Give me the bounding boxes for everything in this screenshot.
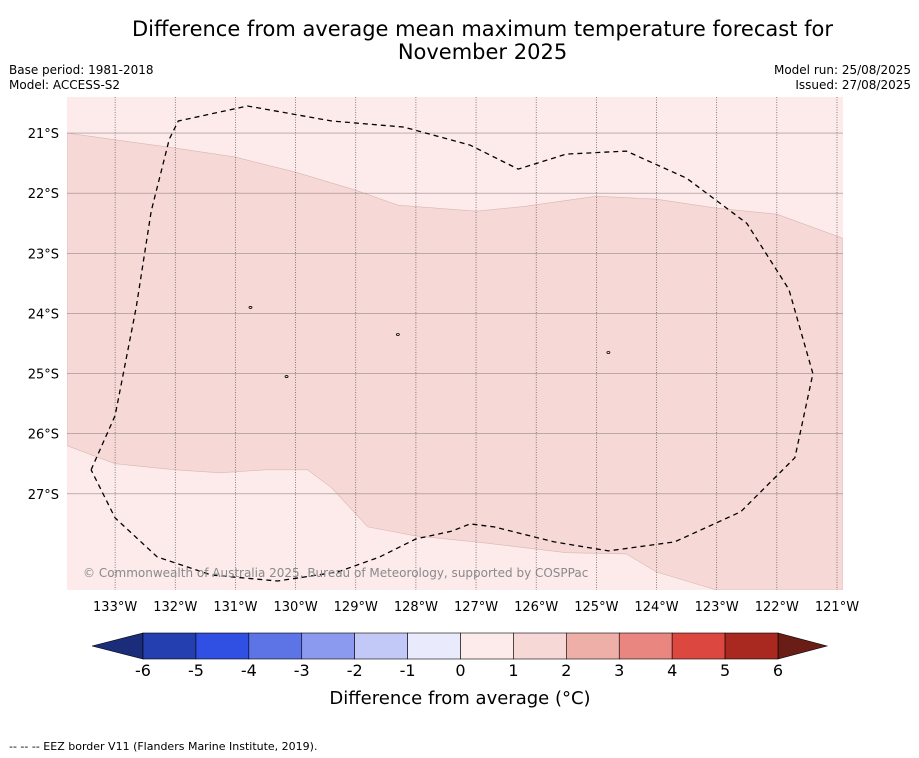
longitude-tick-label: 121°W (815, 600, 859, 615)
colorbar-label: Difference from average (°C) (329, 688, 591, 709)
model-label: Model: ACCESS-S2 (9, 78, 121, 92)
colorbar-under-arrow (91, 632, 144, 660)
colorbar (91, 632, 829, 660)
copyright-notice: © Commonwealth of Australia 2025, Bureau… (83, 566, 588, 580)
colorbar-bin (460, 632, 514, 660)
latitude-tick-label: 26°S (28, 428, 59, 443)
island-marker (395, 333, 400, 336)
colorbar-bin (513, 632, 567, 660)
islands (248, 306, 611, 378)
longitude-tick-label: 126°W (514, 600, 558, 615)
chart-title-line1: Difference from average mean maximum tem… (132, 17, 833, 41)
latitude-tick-label: 21°S (28, 127, 59, 142)
chart-title: Difference from average mean maximum tem… (60, 18, 905, 64)
colorbar-tick-label: 5 (720, 661, 730, 680)
longitude-tick-label: 127°W (454, 600, 498, 615)
issued-label: Issued: 27/08/2025 (795, 78, 911, 92)
longitude-tick-label: 133°W (93, 600, 137, 615)
colorbar-bin (142, 632, 197, 660)
graticule (67, 97, 843, 590)
colorbar-tick-label: 0 (455, 661, 465, 680)
longitude-tick-label: 130°W (274, 600, 318, 615)
colorbar-tick-labels: -6 -5 -4 -3 -2 -1 0 1 2 3 4 5 6 (135, 661, 783, 680)
forecast-info-right: Model run: 25/08/2025 Issued: 27/08/2025 (774, 63, 911, 93)
longitude-tick-label: 131°W (213, 600, 257, 615)
colorbar-bin (724, 632, 779, 660)
latitude-tick-labels: 21°S 22°S 23°S 24°S 25°S 26°S 27°S (28, 127, 59, 503)
colorbar-bin (566, 632, 620, 660)
longitude-tick-label: 129°W (334, 600, 378, 615)
latitude-tick-label: 24°S (28, 307, 59, 322)
latitude-tick-label: 27°S (28, 488, 59, 503)
colorbar-tick-label: 2 (561, 661, 571, 680)
colorbar-tick-label: -2 (347, 661, 363, 680)
model-run-label: Model run: 25/08/2025 (773, 63, 911, 77)
colorbar-tick-label: 3 (614, 661, 624, 680)
longitude-tick-label: 125°W (574, 600, 618, 615)
island-marker (284, 375, 289, 378)
colorbar-tick-label: -3 (294, 661, 310, 680)
eez-legend-note: -- -- -- EEZ border V11 (Flanders Marine… (9, 740, 318, 753)
colorbar-over-arrow (777, 632, 829, 660)
longitude-tick-label: 122°W (755, 600, 799, 615)
anomaly-regions (67, 132, 843, 590)
island-marker (248, 306, 253, 309)
latitude-tick-label: 25°S (28, 368, 59, 383)
base-period-label: Base period: 1981-2018 (9, 63, 154, 77)
longitude-tick-labels: 133°W 132°W 131°W 130°W 129°W 128°W 127°W 126°W… (93, 600, 859, 615)
island-marker (606, 351, 611, 354)
colorbar-tick-label: 6 (773, 661, 783, 680)
anomaly-region-0 (67, 132, 843, 590)
longitude-tick-label: 128°W (394, 600, 438, 615)
colorbar-tick-label: 4 (667, 661, 677, 680)
latitude-tick-label: 23°S (28, 247, 59, 262)
colorbar-bin (407, 632, 461, 660)
colorbar-bin (301, 632, 355, 660)
colorbar-bin (671, 632, 726, 660)
latitude-tick-label: 22°S (28, 187, 59, 202)
colorbar-tick-label: 1 (508, 661, 518, 680)
colorbar-tick-label: -4 (241, 661, 257, 680)
colorbar-bin (354, 632, 408, 660)
colorbar-tick-label: -6 (135, 661, 151, 680)
colorbar-bin (195, 632, 250, 660)
colorbar-tick-label: -1 (400, 661, 416, 680)
chart-title-line2: November 2025 (397, 40, 568, 64)
longitude-tick-label: 124°W (634, 600, 678, 615)
forecast-map: © Commonwealth of Australia 2025, Bureau… (28, 97, 859, 680)
colorbar-tick-label: -5 (188, 661, 204, 680)
colorbar-bin (618, 632, 673, 660)
forecast-info-left: Base period: 1981-2018 Model: ACCESS-S2 (9, 63, 154, 93)
longitude-tick-label: 123°W (695, 600, 739, 615)
colorbar-bin (248, 632, 303, 660)
longitude-tick-label: 132°W (153, 600, 197, 615)
